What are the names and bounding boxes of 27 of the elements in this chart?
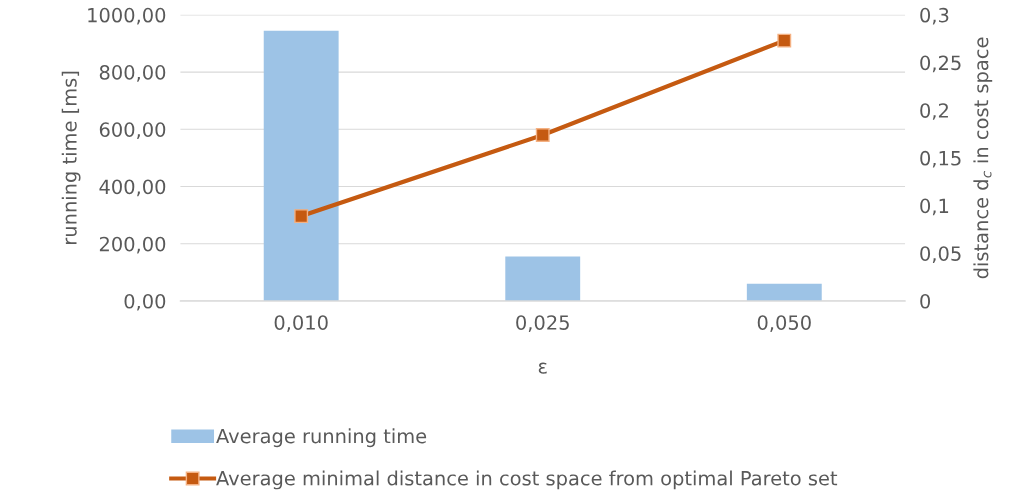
y2-tick-label: 0,3: [920, 7, 949, 25]
y2-tick-label: 0: [920, 293, 931, 309]
y2-tick-label: 0,2: [920, 103, 948, 120]
bar: [746, 283, 822, 301]
y2-tick-label: 0,05: [920, 246, 961, 263]
legend-label: Average minimal distance in cost space from optimal Pareto set: [216, 470, 838, 490]
y-tick-label: 0,00: [124, 293, 166, 311]
y-axis-title: running time [ms]: [61, 71, 81, 244]
y2-axis-title: distance d$_{c}$ in cost space: [973, 37, 993, 279]
y2-tick-label: 0,25: [920, 55, 961, 73]
x-tick-label: 0,010: [274, 315, 328, 332]
y-tick-label: 1000,00: [88, 7, 166, 25]
x-tick-label: 0,050: [757, 315, 811, 332]
x-tick-label: 0,025: [516, 315, 569, 332]
y2-tick-label: 0,1: [920, 198, 949, 216]
point: [777, 33, 792, 48]
y2-tick-label: 0,15: [920, 150, 961, 168]
x-axis-title: ε: [538, 362, 547, 374]
y-tick-label: 800,00: [99, 65, 166, 82]
y-tick-label: 600,00: [99, 122, 166, 139]
y-tick-label: 400,00: [99, 179, 166, 197]
point: [535, 128, 550, 142]
bar: [505, 256, 581, 301]
point: [294, 209, 309, 224]
legend-label: Average running time: [216, 428, 427, 448]
bar: [263, 30, 339, 301]
y-tick-label: 200,00: [99, 236, 166, 254]
